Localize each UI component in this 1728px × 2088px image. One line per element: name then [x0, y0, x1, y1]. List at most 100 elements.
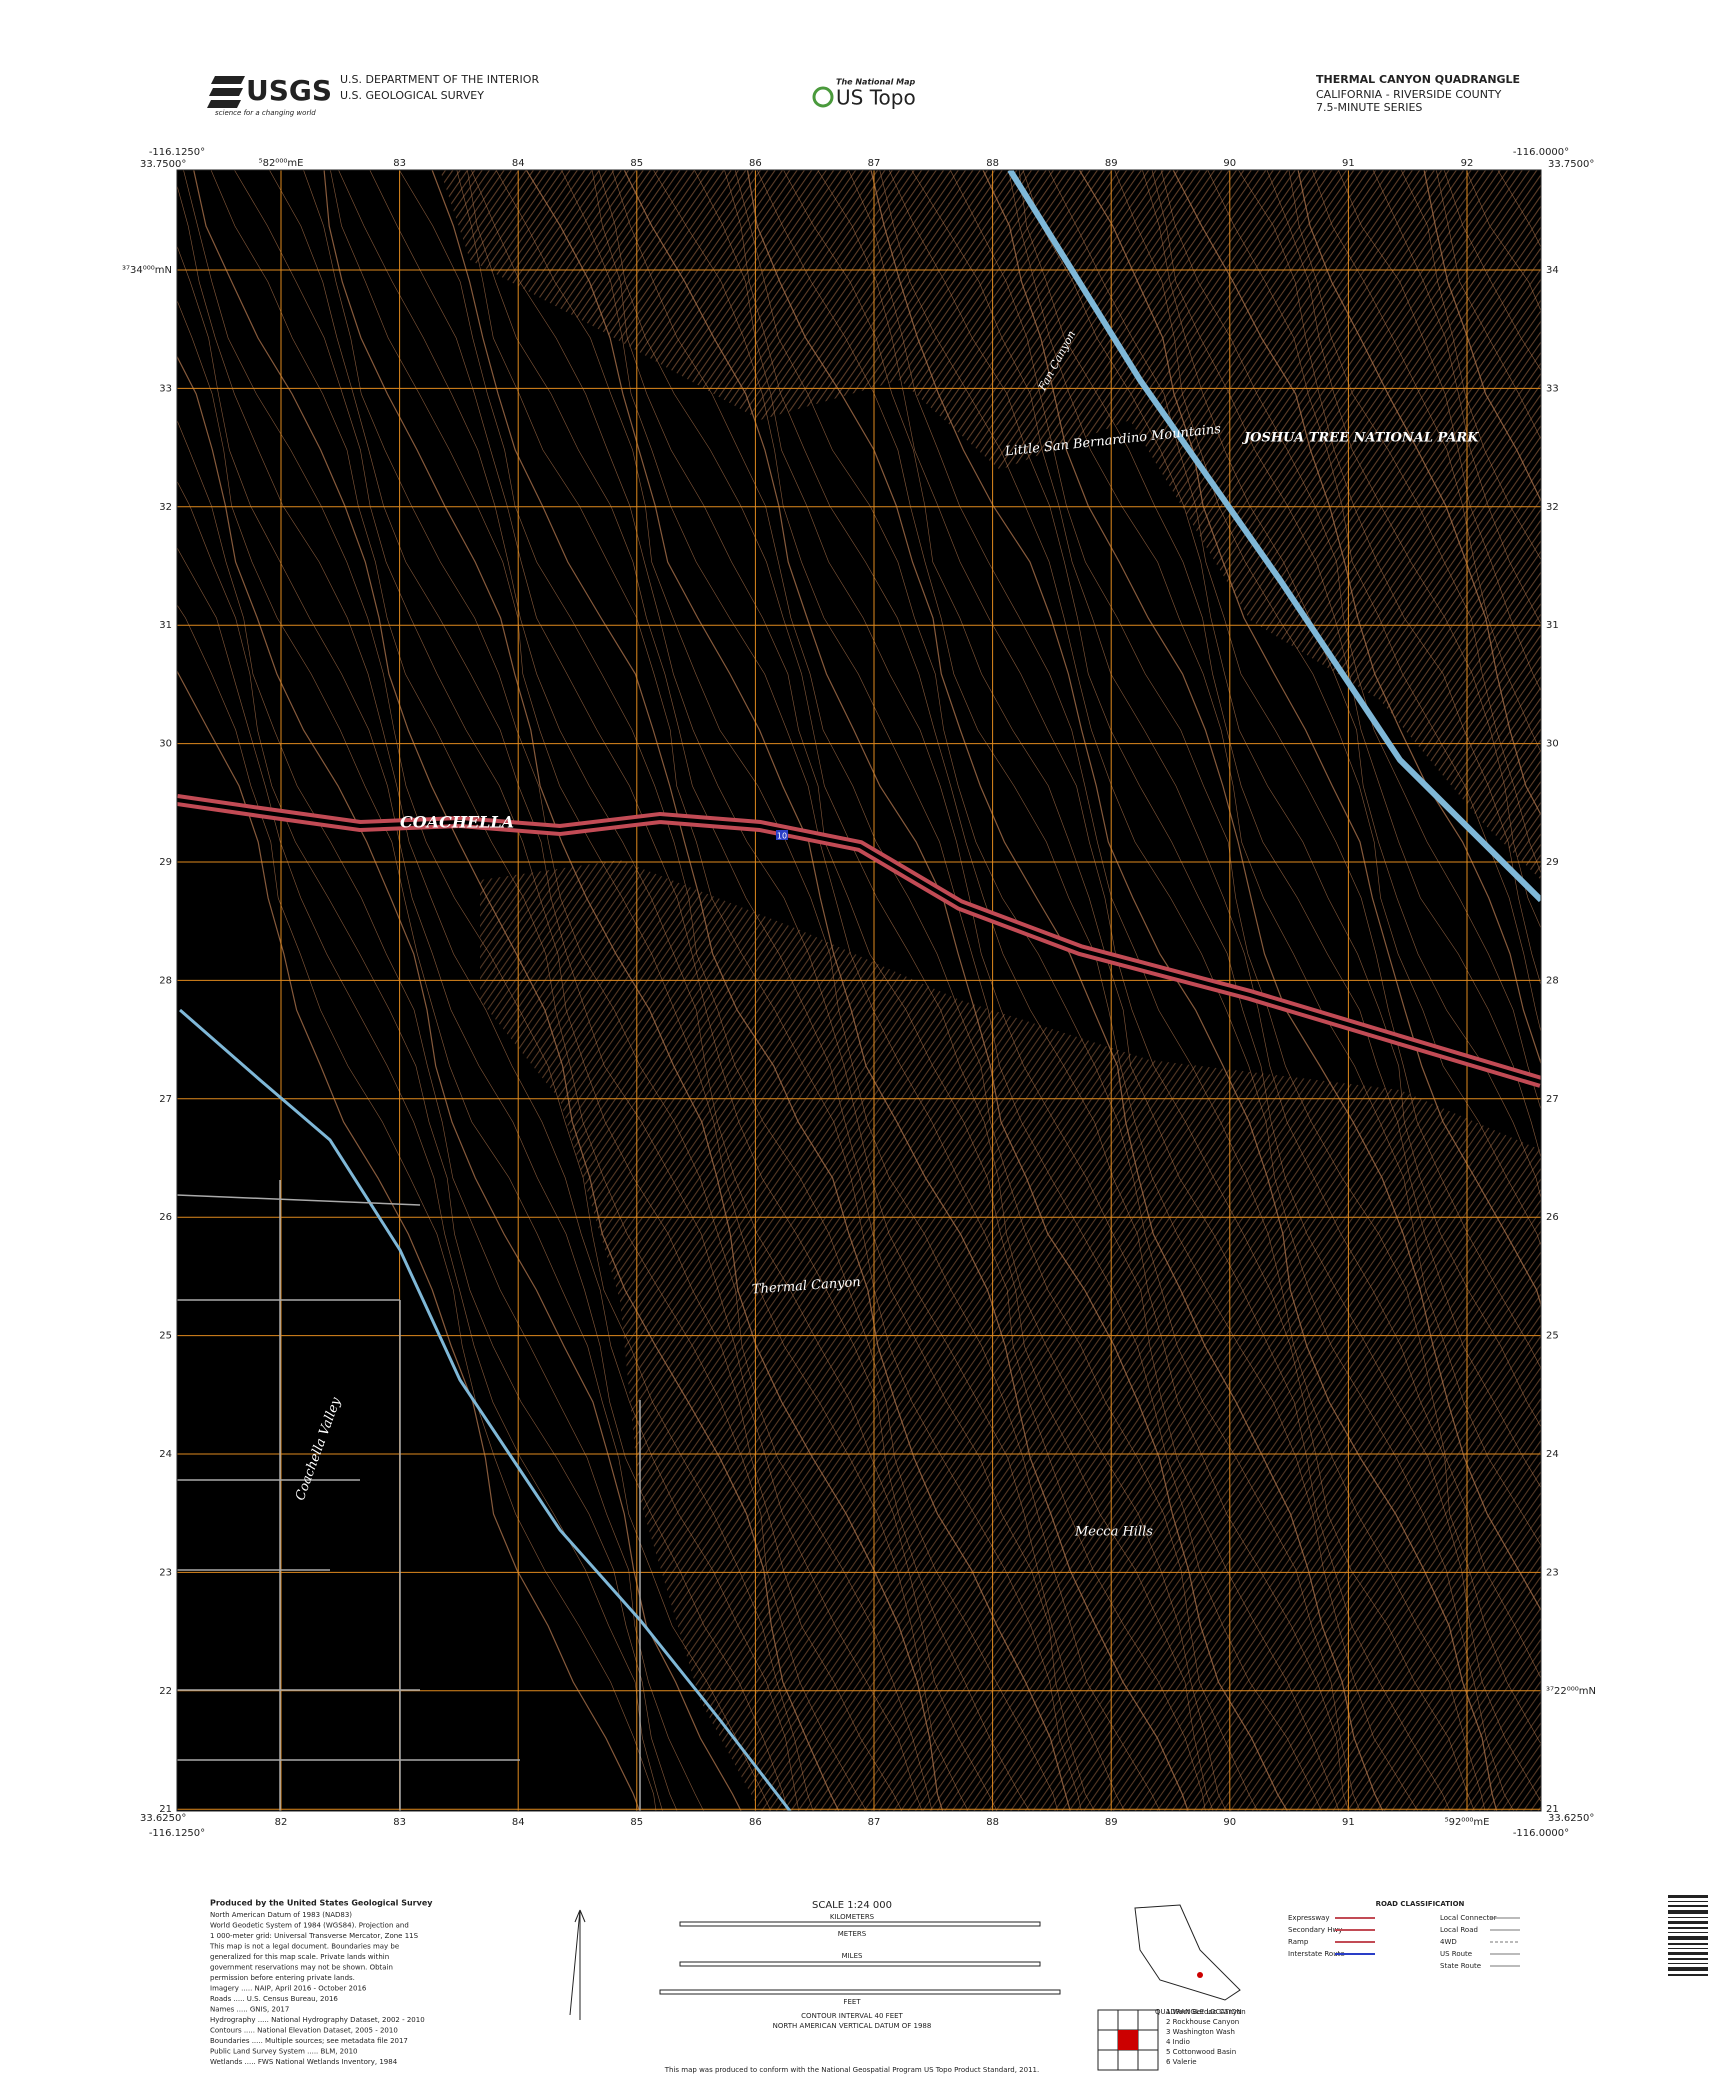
grid-label: 89	[1105, 1817, 1118, 1828]
contour-line	[177, 245, 788, 1811]
grid-label: 91	[1342, 1817, 1355, 1828]
credit-line: Public Land Survey System ..... BLM, 201…	[210, 2048, 358, 2056]
contour-line	[369, 170, 1030, 1811]
grid-label: ⁵82⁰⁰⁰mE	[259, 158, 304, 169]
contour-line	[183, 170, 814, 1811]
contour-line	[1142, 170, 1541, 1200]
credit-line: 1 000-meter grid: Universal Transverse M…	[210, 1932, 419, 1940]
contour-line	[561, 170, 1206, 1811]
grid-label: 90	[1223, 1817, 1236, 1828]
route-shield	[776, 830, 788, 840]
contour-line	[870, 170, 1498, 1811]
contour-line	[177, 299, 772, 1811]
product-tag: The National Map	[836, 78, 916, 87]
grid-label: 83	[393, 158, 406, 169]
grid-label: 85	[630, 1817, 643, 1828]
contour-line	[783, 170, 1451, 1811]
contour-line	[1297, 170, 1541, 817]
grid-label: 85	[630, 158, 643, 169]
park-label: JOSHUA TREE NATIONAL PARK	[1241, 431, 1479, 446]
meters-label: METERS	[838, 1930, 867, 1938]
neatline	[176, 169, 1542, 1812]
contour-line	[1114, 170, 1541, 1247]
contour-line	[611, 170, 1258, 1811]
grid-label: 25	[159, 1331, 172, 1342]
logo-tagline: science for a changing world	[215, 109, 316, 117]
grid-label: 83	[393, 1817, 406, 1828]
road-type: Interstate Route	[1288, 1950, 1345, 1958]
state-county: CALIFORNIA - RIVERSIDE COUNTY	[1316, 88, 1502, 101]
contour-line	[177, 480, 678, 1811]
whitewater-river	[179, 1008, 792, 1811]
credit-line: government reservations may not be shown…	[210, 1964, 393, 1972]
road-type: 4WD	[1440, 1938, 1457, 1946]
grid-label: ³⁷22⁰⁰⁰mN	[1546, 1686, 1596, 1697]
grid-label: 31	[1546, 620, 1559, 631]
contour-line	[303, 170, 933, 1811]
us-topo-icon	[812, 86, 834, 108]
contour-line	[653, 170, 1322, 1811]
contour-line	[1151, 170, 1541, 1159]
grid-label: 87	[868, 1817, 881, 1828]
grid-label: 88	[986, 1817, 999, 1828]
grid-label: 25	[1546, 1331, 1559, 1342]
contour-line	[234, 170, 903, 1811]
contour-line	[495, 170, 1161, 1811]
grid-label: 28	[159, 975, 172, 986]
grid	[177, 170, 1541, 1811]
interstate-median	[177, 798, 1541, 1084]
grid-label: 88	[986, 158, 999, 169]
quad-name: 5 Cottonwood Basin	[1166, 2048, 1236, 2056]
contour-line	[623, 170, 1289, 1811]
km-bar	[679, 1921, 1041, 1927]
contour-line	[467, 170, 1095, 1811]
credit-line: Contours ..... National Elevation Datase…	[210, 2027, 398, 2035]
local-roads	[177, 1180, 641, 1811]
contour-line	[734, 170, 1361, 1811]
corner: 33.7500°	[1548, 159, 1594, 170]
grid-label: 90	[1223, 158, 1236, 169]
grid-label: 23	[1546, 1567, 1559, 1578]
credit-line: Boundaries ..... Multiple sources; see m…	[210, 2037, 408, 2045]
contour-line	[756, 170, 1419, 1811]
adjoining-grid	[1097, 2009, 1159, 2071]
contour-line	[525, 170, 1189, 1811]
feet-label: FEET	[843, 1998, 861, 2006]
road-type: US Route	[1440, 1950, 1472, 1958]
credit-line: North American Datum of 1983 (NAD83)	[210, 1911, 352, 1919]
grid-label: 32	[159, 502, 172, 513]
credit-line: Wetlands ..... FWS National Wetlands Inv…	[210, 2058, 398, 2066]
contour-line	[193, 170, 840, 1811]
credits: North American Datum of 1983 (NAD83) Worl…	[209, 1911, 425, 2066]
grid-label: 21	[1546, 1804, 1559, 1815]
credit-line: Names ..... GNIS, 2017	[210, 2006, 289, 2014]
contour-line	[1018, 170, 1541, 1489]
grid-label: ⁵92⁰⁰⁰mE	[1445, 1817, 1490, 1828]
contours	[177, 170, 1541, 1811]
grid-label: 84	[512, 1817, 525, 1828]
contour-line	[431, 170, 1071, 1811]
grid-label: 34	[1546, 265, 1559, 276]
contour-line	[598, 170, 1227, 1811]
grid-label: 30	[159, 739, 172, 750]
terrain-north	[440, 170, 1541, 880]
contour-line	[888, 170, 1541, 1803]
quad-name: 3 Washington Wash	[1166, 2028, 1235, 2036]
grid-label: 22	[159, 1686, 172, 1697]
corner: -116.0000°	[1513, 147, 1569, 158]
contour-line	[177, 419, 705, 1811]
logo-text: USGS	[246, 74, 332, 107]
credit-line: permission before entering private lands…	[210, 1974, 355, 1982]
grid-label: 84	[512, 158, 525, 169]
contour-line	[1078, 170, 1541, 1308]
road-type: Local Connector	[1440, 1914, 1497, 1922]
grid-label: 27	[159, 1094, 172, 1105]
road-type: Expressway	[1288, 1914, 1330, 1922]
grid-label: 27	[1546, 1094, 1559, 1105]
department: U.S. DEPARTMENT OF THE INTERIOR	[340, 73, 539, 86]
road-type: State Route	[1440, 1962, 1481, 1970]
corner: -116.1250°	[149, 1828, 205, 1839]
contour-line	[177, 669, 641, 1811]
product: US Topo	[836, 86, 916, 110]
